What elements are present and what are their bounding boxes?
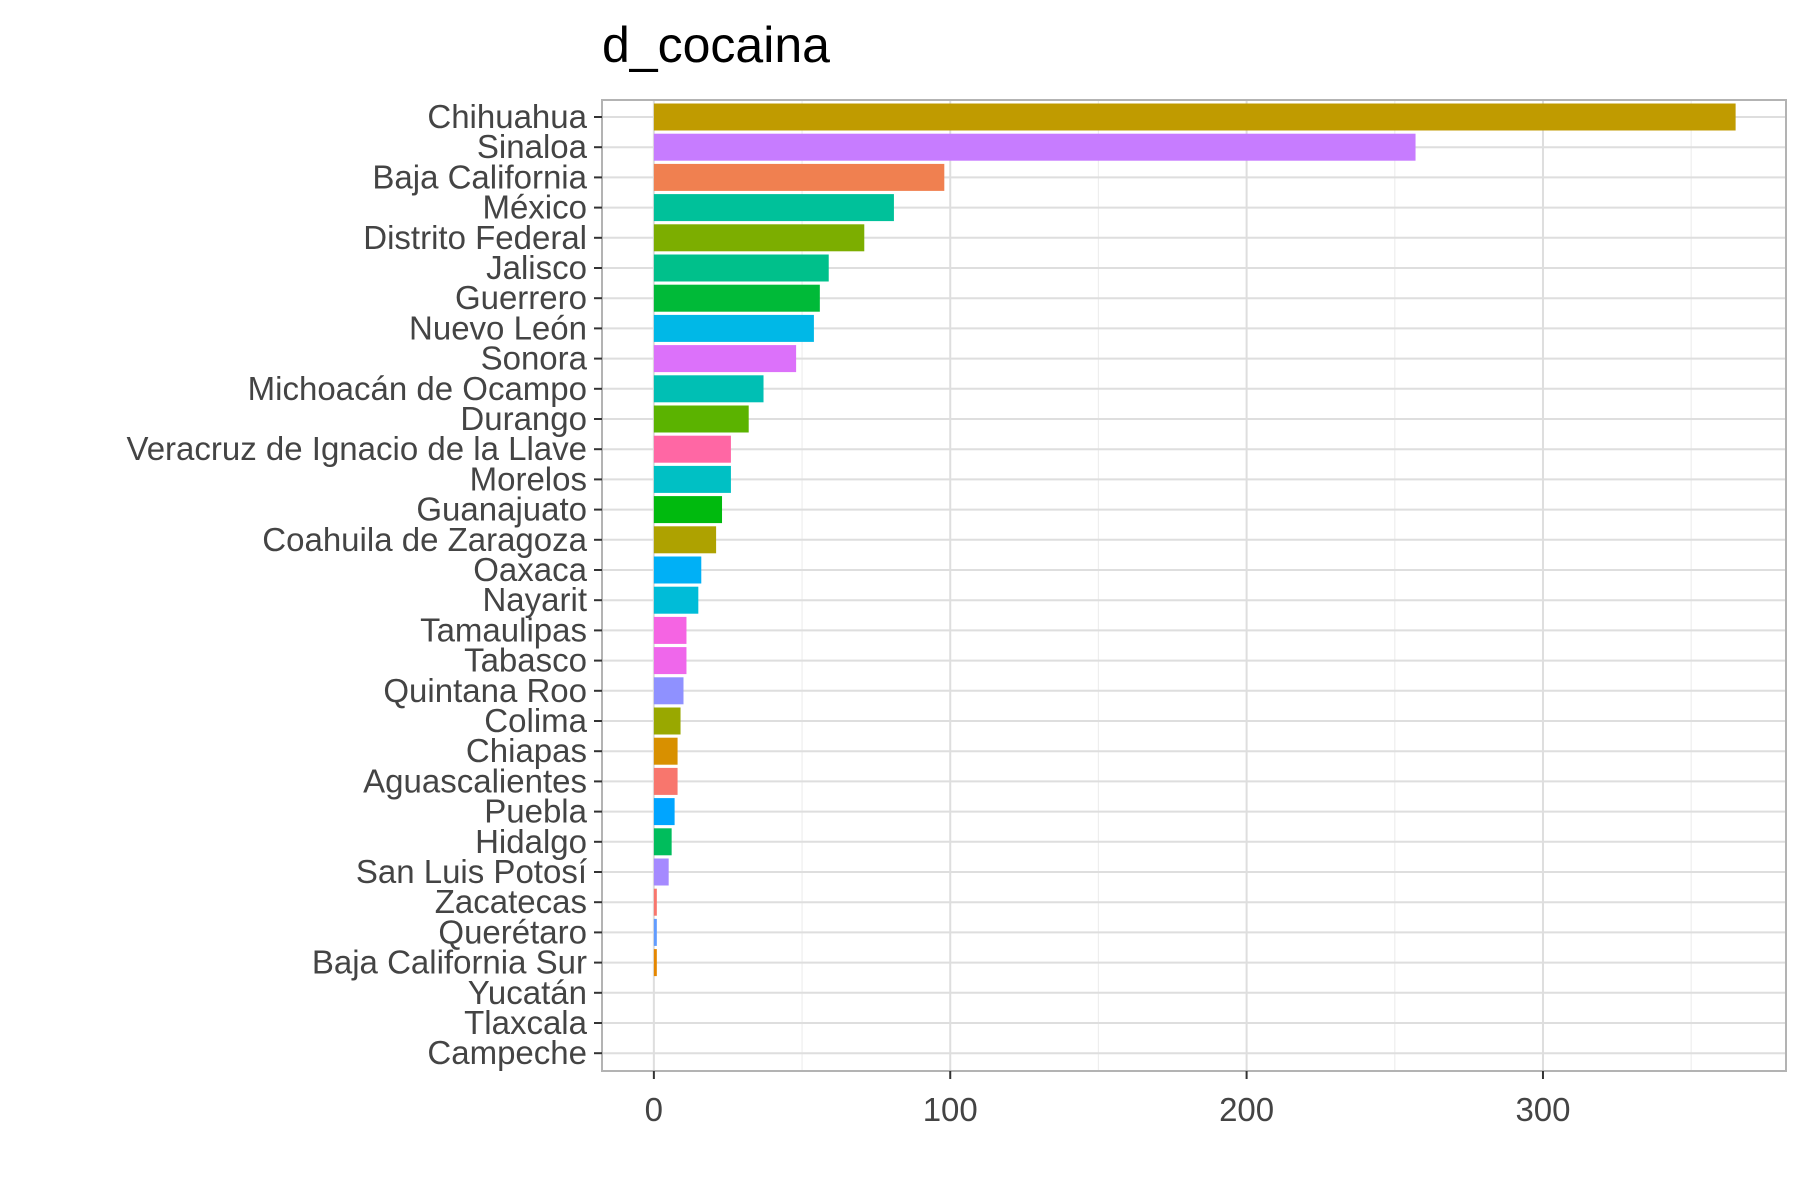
y-tick-label: Guerrero (455, 279, 587, 316)
panel-border (601, 99, 1787, 1072)
y-tick-label: Jalisco (486, 249, 587, 286)
bar-colima (653, 707, 681, 735)
y-tick-label: Distrito Federal (363, 219, 587, 256)
y-tick-label: Guanajuato (416, 491, 587, 528)
y-tick-label: Durango (460, 400, 587, 437)
y-tick-label: Quintana Roo (383, 672, 587, 709)
y-tick-label: Chiapas (466, 732, 587, 769)
bar-durango (653, 405, 749, 433)
y-tick-label: Chihuahua (427, 98, 587, 135)
y-tick-label: Oaxaca (473, 551, 587, 588)
y-tick-label: Zacatecas (435, 883, 587, 920)
y-tick-label: Tabasco (464, 642, 587, 679)
grid-minor (801, 100, 1692, 1071)
bar-zacatecas (653, 888, 657, 916)
y-tick-label: Nuevo León (409, 309, 587, 346)
chart-title: d_cocaina (602, 17, 830, 73)
y-tick-label: Colima (484, 702, 587, 739)
bar-nuevo-le-n (653, 314, 814, 342)
bar-morelos (653, 465, 731, 493)
y-tick-label: Sinaloa (477, 128, 588, 165)
bar-chihuahua (653, 103, 1736, 131)
bar-distrito-federal (653, 224, 865, 252)
y-tick-label: Campeche (427, 1034, 587, 1071)
y-tick-label: Aguascalientes (363, 762, 587, 799)
x-tick-label: 300 (1515, 1091, 1570, 1128)
bar-sinaloa (653, 133, 1416, 161)
y-tick-label: Morelos (470, 460, 587, 497)
y-tick-label: Querétaro (438, 913, 587, 950)
y-tick-label: Yucatán (468, 974, 587, 1011)
y-tick-label: México (482, 189, 587, 226)
y-tick-label: Sonora (481, 340, 588, 377)
x-axis: 0 100 200 300 (645, 1071, 1571, 1128)
bar-m-xico (653, 194, 894, 222)
y-tick-label: Tlaxcala (464, 1004, 588, 1041)
y-tick-label: Michoacán de Ocampo (248, 370, 587, 407)
bar-puebla (653, 798, 675, 826)
bars (653, 103, 1736, 977)
bar-nayarit (653, 586, 699, 614)
y-tick-label: Tamaulipas (420, 611, 587, 648)
bar-baja-california (653, 163, 945, 191)
bar-sonora (653, 345, 797, 373)
bar-tamaulipas (653, 616, 687, 644)
y-tick-label: Baja California (372, 158, 587, 195)
bar-coahuila-de-zaragoza (653, 526, 717, 554)
bar-guanajuato (653, 496, 723, 524)
bar-chiapas (653, 737, 678, 765)
bar-veracruz-de-ignacio-de-la-llave (653, 435, 731, 463)
bar-aguascalientes (653, 767, 678, 795)
bar-quintana-roo (653, 677, 684, 705)
bar-tabasco (653, 647, 687, 675)
bar-baja-california-sur (653, 949, 657, 977)
y-tick-label: Veracruz de Ignacio de la Llave (127, 430, 587, 467)
bar-jalisco (653, 254, 829, 282)
bar-hidalgo (653, 828, 672, 856)
y-tick-label: Nayarit (482, 581, 587, 618)
bar-san-luis-potos- (653, 858, 669, 886)
y-tick-label: Coahuila de Zaragoza (262, 521, 587, 558)
bar-guerrero (653, 284, 820, 312)
y-tick-label: San Luis Potosí (356, 853, 587, 890)
bar-quer-taro (653, 918, 657, 946)
y-tick-label: Puebla (484, 793, 587, 830)
x-tick-label: 100 (923, 1091, 978, 1128)
y-tick-label: Hidalgo (475, 823, 587, 860)
bar-oaxaca (653, 556, 702, 584)
y-tick-label: Baja California Sur (312, 944, 587, 981)
x-tick-label: 0 (645, 1091, 663, 1128)
x-tick-label: 200 (1219, 1091, 1274, 1128)
bar-michoac-n-de-ocampo (653, 375, 764, 403)
